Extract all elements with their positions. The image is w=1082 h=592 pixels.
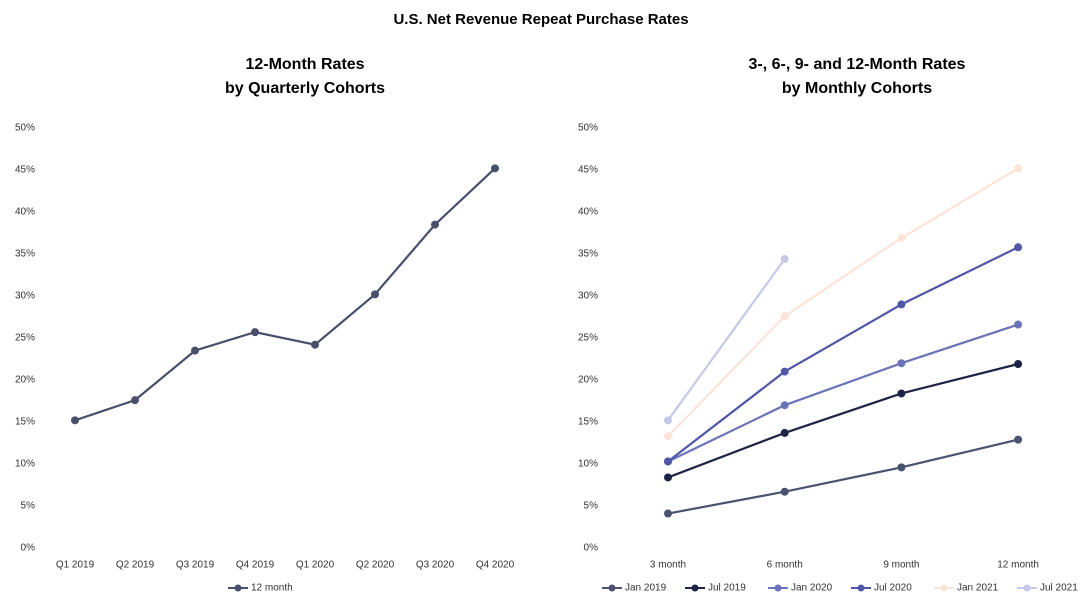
data-point xyxy=(1014,243,1023,252)
y-tick-label: 45% xyxy=(578,165,598,176)
data-point xyxy=(897,389,906,398)
y-tick-label: 20% xyxy=(578,375,598,386)
x-tick-label: Q1 2020 xyxy=(296,560,335,571)
x-tick-label: Q4 2019 xyxy=(236,560,275,571)
y-tick-label: 10% xyxy=(15,459,35,470)
legend-label: 12 month xyxy=(251,583,293,592)
data-point xyxy=(431,220,439,229)
x-tick-label: 6 month xyxy=(767,560,803,571)
data-point xyxy=(897,359,906,368)
data-point xyxy=(71,416,79,425)
chart-title: 12-Month Rates xyxy=(245,56,364,73)
y-tick-label: 10% xyxy=(578,459,598,470)
legend-label: Jul 2021 xyxy=(1040,583,1078,592)
series-line xyxy=(74,167,496,422)
legend-label: Jul 2019 xyxy=(708,583,746,592)
data-point xyxy=(780,312,789,321)
x-tick-label: Q3 2019 xyxy=(176,560,215,571)
x-tick-label: 3 month xyxy=(650,560,686,571)
data-point xyxy=(371,290,379,299)
legend-marker xyxy=(691,584,699,592)
legend-marker xyxy=(608,584,616,592)
series-line xyxy=(667,323,1019,463)
chart-title: by Quarterly Cohorts xyxy=(225,80,385,97)
series-line xyxy=(667,246,1019,463)
y-tick-label: 20% xyxy=(15,375,35,386)
y-tick-label: 15% xyxy=(578,417,598,428)
data-point xyxy=(664,473,672,482)
y-tick-label: 35% xyxy=(15,249,35,260)
y-tick-label: 0% xyxy=(584,543,599,554)
y-tick-label: 50% xyxy=(15,123,35,134)
data-point xyxy=(1014,320,1023,329)
chart-title: 3-, 6-, 9- and 12-Month Rates xyxy=(749,56,966,73)
data-point xyxy=(897,300,906,309)
y-tick-label: 25% xyxy=(578,333,598,344)
series-line xyxy=(667,167,1019,438)
y-tick-label: 5% xyxy=(21,501,36,512)
legend-marker xyxy=(1023,584,1031,592)
legend-marker xyxy=(857,584,865,592)
data-point xyxy=(897,463,906,472)
data-point xyxy=(664,457,672,466)
data-point xyxy=(780,367,789,376)
series-line xyxy=(667,362,1019,479)
x-tick-label: Q2 2020 xyxy=(356,560,395,571)
y-tick-label: 25% xyxy=(15,333,35,344)
data-point xyxy=(251,328,259,337)
legend-label: Jan 2021 xyxy=(957,583,999,592)
data-point xyxy=(897,234,906,243)
series-line xyxy=(667,438,1019,515)
data-point xyxy=(780,428,789,437)
legend-marker xyxy=(774,584,782,592)
data-point xyxy=(1014,435,1023,444)
data-point xyxy=(664,509,672,518)
legend-label: Jan 2019 xyxy=(625,583,667,592)
y-tick-label: 40% xyxy=(15,207,35,218)
data-point xyxy=(131,396,139,405)
legend-label: Jan 2020 xyxy=(791,583,833,592)
data-point xyxy=(664,432,672,441)
y-tick-label: 0% xyxy=(21,543,36,554)
x-tick-label: 9 month xyxy=(883,560,919,571)
y-tick-label: 35% xyxy=(578,249,598,260)
x-tick-label: Q2 2019 xyxy=(116,560,155,571)
y-tick-label: 45% xyxy=(15,165,35,176)
data-point xyxy=(491,164,499,173)
data-point xyxy=(191,346,199,355)
data-point xyxy=(1014,360,1023,369)
y-tick-label: 50% xyxy=(578,123,598,134)
series-line xyxy=(667,258,786,421)
y-tick-label: 30% xyxy=(15,291,35,302)
legend-marker xyxy=(234,584,242,592)
x-tick-label: 12 month xyxy=(997,560,1039,571)
y-tick-label: 40% xyxy=(578,207,598,218)
chart-title: by Monthly Cohorts xyxy=(782,80,932,97)
page-title: U.S. Net Revenue Repeat Purchase Rates xyxy=(393,11,688,28)
y-tick-label: 15% xyxy=(15,417,35,428)
y-tick-label: 30% xyxy=(578,291,598,302)
legend-marker xyxy=(940,584,948,592)
data-point xyxy=(664,416,672,425)
legend-label: Jul 2020 xyxy=(874,583,912,592)
x-tick-label: Q4 2020 xyxy=(476,560,515,571)
data-point xyxy=(780,487,789,496)
x-tick-label: Q3 2020 xyxy=(416,560,455,571)
x-tick-label: Q1 2019 xyxy=(56,560,95,571)
data-point xyxy=(780,255,789,264)
data-point xyxy=(1014,164,1023,173)
y-tick-label: 5% xyxy=(584,501,599,512)
data-point xyxy=(311,340,319,349)
data-point xyxy=(780,401,789,410)
